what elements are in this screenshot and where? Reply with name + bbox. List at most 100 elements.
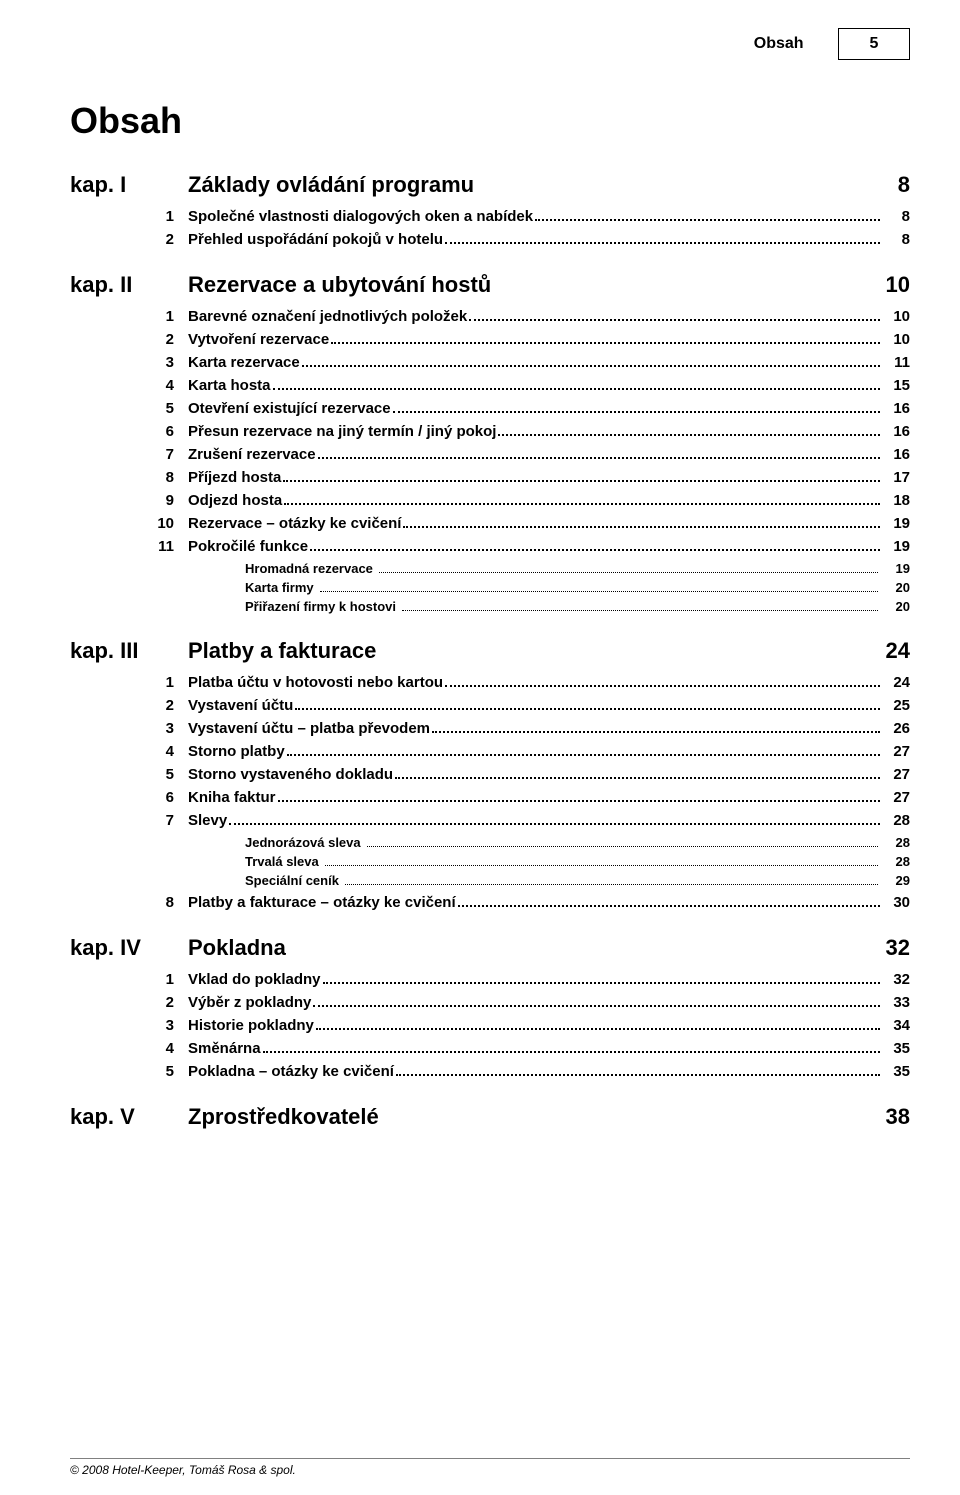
section-number: 8 bbox=[70, 469, 188, 486]
section-title: Vystavení účtu bbox=[188, 697, 293, 714]
section-page: 15 bbox=[884, 377, 910, 394]
chapter-row: kap. IIRezervace a ubytování hostů10 bbox=[70, 272, 910, 298]
section-row: 2Vystavení účtu25 bbox=[70, 697, 910, 714]
section-number: 9 bbox=[70, 492, 188, 509]
section-row: 10Rezervace – otázky ke cvičení19 bbox=[70, 515, 910, 532]
section-row: 2Přehled uspořádání pokojů v hotelu8 bbox=[70, 231, 910, 248]
section-page: 19 bbox=[884, 515, 910, 532]
section-title: Odjezd hosta bbox=[188, 492, 282, 509]
chapter-label: kap. II bbox=[70, 272, 188, 298]
section-number: 1 bbox=[70, 971, 188, 988]
section-page: 34 bbox=[884, 1017, 910, 1034]
section-title: Karta rezervace bbox=[188, 354, 300, 371]
chapter-label: kap. V bbox=[70, 1104, 188, 1130]
leader-dots bbox=[445, 234, 880, 244]
section-row: 1Vklad do pokladny32 bbox=[70, 971, 910, 988]
section-page: 33 bbox=[884, 994, 910, 1011]
section-title: Vklad do pokladny bbox=[188, 971, 321, 988]
section-row: 1Barevné označení jednotlivých položek10 bbox=[70, 308, 910, 325]
chapter-title: Rezervace a ubytování hostů bbox=[188, 272, 870, 298]
leader-dots bbox=[318, 449, 880, 459]
section-page: 30 bbox=[884, 894, 910, 911]
section-number: 2 bbox=[70, 697, 188, 714]
leader-dots bbox=[393, 403, 880, 413]
section-title: Příjezd hosta bbox=[188, 469, 281, 486]
leader-dots bbox=[396, 1066, 880, 1076]
section-row: 5Storno vystaveného dokladu 27 bbox=[70, 766, 910, 783]
leader-dots bbox=[432, 723, 880, 733]
subsection-row: Jednorázová sleva28 bbox=[70, 835, 910, 850]
section-title: Kniha faktur bbox=[188, 789, 276, 806]
leader-dots bbox=[295, 700, 880, 710]
subsection-title: Přiřazení firmy k hostovi bbox=[245, 599, 396, 614]
section-page: 17 bbox=[884, 469, 910, 486]
section-number: 1 bbox=[70, 208, 188, 225]
section-row: 4Storno platby27 bbox=[70, 743, 910, 760]
section-title: Storno vystaveného dokladu bbox=[188, 766, 393, 783]
subsection-title: Hromadná rezervace bbox=[245, 561, 373, 576]
section-page: 16 bbox=[884, 446, 910, 463]
section-page: 19 bbox=[884, 538, 910, 555]
section-row: 3Vystavení účtu – platba převodem26 bbox=[70, 720, 910, 737]
section-page: 27 bbox=[884, 766, 910, 783]
chapter-row: kap. IVPokladna32 bbox=[70, 935, 910, 961]
chapter-page: 8 bbox=[870, 172, 910, 198]
subsection-page: 20 bbox=[884, 599, 910, 614]
section-page: 24 bbox=[884, 674, 910, 691]
section-number: 4 bbox=[70, 743, 188, 760]
subsection-title: Karta firmy bbox=[245, 580, 314, 595]
section-row: 9Odjezd hosta 18 bbox=[70, 492, 910, 509]
section-page: 8 bbox=[884, 208, 910, 225]
section-number: 1 bbox=[70, 674, 188, 691]
section-title: Otevření existující rezervace bbox=[188, 400, 391, 417]
section-page: 8 bbox=[884, 231, 910, 248]
section-page: 35 bbox=[884, 1040, 910, 1057]
leader-dots bbox=[402, 603, 878, 611]
section-number: 6 bbox=[70, 423, 188, 440]
section-number: 3 bbox=[70, 720, 188, 737]
chapter-label: kap. I bbox=[70, 172, 188, 198]
leader-dots bbox=[313, 997, 880, 1007]
subsection-row: Hromadná rezervace 19 bbox=[70, 561, 910, 576]
subsection-page: 19 bbox=[884, 561, 910, 576]
section-number: 7 bbox=[70, 812, 188, 829]
section-page: 16 bbox=[884, 423, 910, 440]
section-title: Směnárna bbox=[188, 1040, 261, 1057]
section-row: 4Karta hosta15 bbox=[70, 377, 910, 394]
leader-dots bbox=[316, 1020, 880, 1030]
section-number: 11 bbox=[70, 538, 188, 555]
section-number: 5 bbox=[70, 766, 188, 783]
leader-dots bbox=[325, 858, 878, 866]
section-title: Historie pokladny bbox=[188, 1017, 314, 1034]
chapter-row: kap. VZprostředkovatelé38 bbox=[70, 1104, 910, 1130]
running-head: Obsah 5 bbox=[70, 28, 910, 60]
section-number: 8 bbox=[70, 894, 188, 911]
section-row: 3Historie pokladny34 bbox=[70, 1017, 910, 1034]
chapter-title: Pokladna bbox=[188, 935, 870, 961]
leader-dots bbox=[263, 1043, 880, 1053]
doc-title: Obsah bbox=[70, 100, 910, 142]
leader-dots bbox=[498, 426, 880, 436]
chapter-title: Platby a fakturace bbox=[188, 638, 870, 664]
section-row: 6Přesun rezervace na jiný termín / jiný … bbox=[70, 423, 910, 440]
section-number: 10 bbox=[70, 515, 188, 532]
table-of-contents: kap. IZáklady ovládání programu81Společn… bbox=[70, 172, 910, 1130]
section-page: 26 bbox=[884, 720, 910, 737]
leader-dots bbox=[535, 211, 880, 221]
subsection-title: Speciální ceník bbox=[245, 873, 339, 888]
section-row: 2Vytvoření rezervace10 bbox=[70, 331, 910, 348]
section-row: 4Směnárna35 bbox=[70, 1040, 910, 1057]
section-page: 11 bbox=[884, 354, 910, 371]
leader-dots bbox=[323, 974, 880, 984]
section-page: 16 bbox=[884, 400, 910, 417]
subsection-title: Trvalá sleva bbox=[245, 854, 319, 869]
chapter-row: kap. IZáklady ovládání programu8 bbox=[70, 172, 910, 198]
leader-dots bbox=[229, 815, 880, 825]
section-page: 18 bbox=[884, 492, 910, 509]
section-title: Výběr z pokladny bbox=[188, 994, 311, 1011]
leader-dots bbox=[310, 541, 880, 551]
leader-dots bbox=[302, 357, 880, 367]
section-row: 1Platba účtu v hotovosti nebo kartou24 bbox=[70, 674, 910, 691]
subsection-page: 28 bbox=[884, 854, 910, 869]
leader-dots bbox=[403, 518, 880, 528]
